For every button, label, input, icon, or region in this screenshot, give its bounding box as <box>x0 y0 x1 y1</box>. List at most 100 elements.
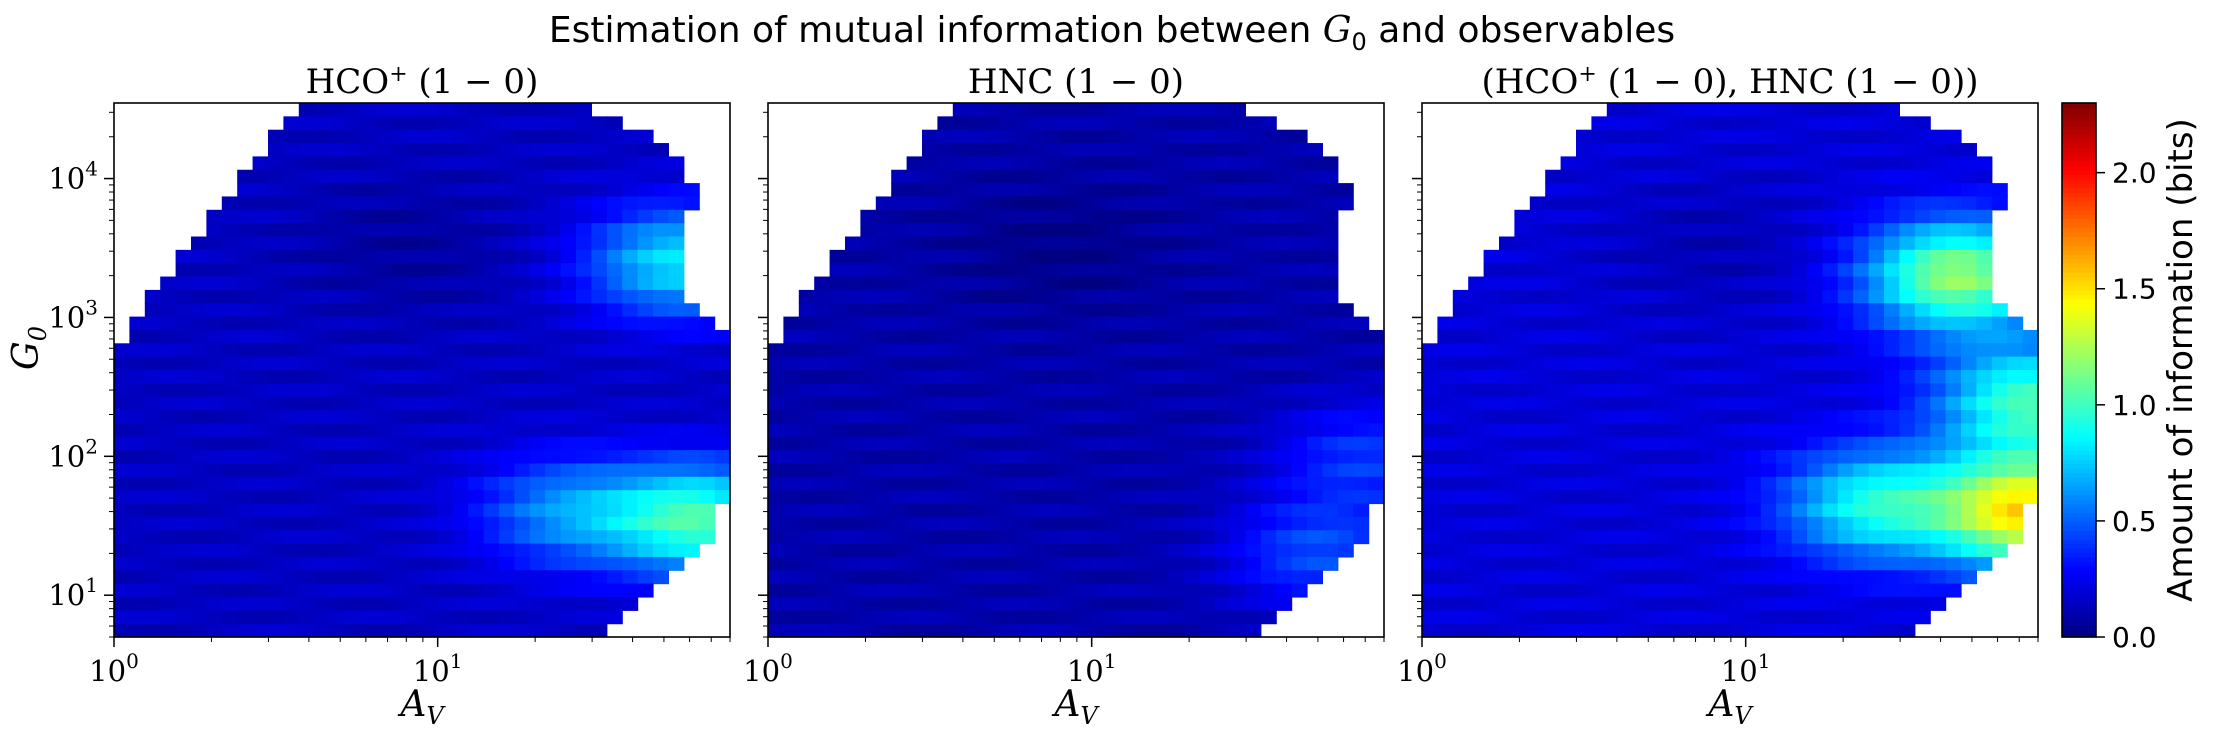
heatmap-cell <box>1545 356 1562 371</box>
heatmap-cell <box>237 410 254 424</box>
heatmap-cell <box>560 476 577 491</box>
heatmap-cell <box>1699 316 1716 331</box>
heatmap-cell <box>221 556 238 571</box>
heatmap-cell <box>1837 596 1854 611</box>
heatmap-cell <box>1914 530 1931 545</box>
heatmap-cell <box>1076 343 1092 358</box>
heatmap-cell <box>1576 596 1592 611</box>
heatmap-cell <box>1745 129 1762 144</box>
heatmap-cell <box>1230 503 1246 518</box>
heatmap-cell <box>283 370 300 384</box>
heatmap-cell <box>814 610 831 625</box>
heatmap-cell <box>283 570 300 585</box>
heatmap-cell <box>452 316 469 331</box>
heatmap-cell <box>314 209 331 224</box>
heatmap-cell <box>545 383 562 398</box>
heatmap-cell <box>983 516 1000 531</box>
heatmap-cell <box>1699 370 1716 384</box>
heatmap-cell <box>206 263 223 278</box>
heatmap-cell <box>1760 129 1777 144</box>
heatmap-cell <box>2007 370 2024 384</box>
heatmap-cell <box>391 570 408 585</box>
heatmap-cell <box>114 370 130 384</box>
heatmap-cell <box>191 276 207 291</box>
heatmap-cell <box>1991 463 2008 478</box>
heatmap-cell <box>1683 116 1700 131</box>
heatmap-cell <box>1807 623 1823 638</box>
heatmap-cell <box>391 236 408 251</box>
heatmap-cell <box>591 236 608 251</box>
heatmap-cell <box>1014 183 1031 198</box>
heatmap-cell <box>798 396 815 411</box>
heatmap-cell <box>1622 383 1639 398</box>
colorbar-segment <box>2062 423 2096 429</box>
heatmap-cell <box>1230 156 1246 171</box>
heatmap-cell <box>452 156 469 171</box>
heatmap-cell <box>1276 543 1293 558</box>
heatmap-cell <box>329 396 346 411</box>
colorbar-segment <box>2062 236 2096 242</box>
heatmap-cell <box>875 530 892 545</box>
heatmap-cell <box>514 356 531 371</box>
heatmap-cell <box>829 610 846 625</box>
heatmap-cell <box>1622 543 1639 558</box>
heatmap-cell <box>1291 143 1308 157</box>
heatmap-cell <box>1076 236 1092 251</box>
heatmap-cell <box>360 450 377 465</box>
heatmap-cell <box>768 583 784 598</box>
heatmap-cell <box>922 356 938 371</box>
heatmap-cell <box>1483 476 1500 491</box>
heatmap-cell <box>606 450 623 465</box>
heatmap-cell <box>1106 223 1123 238</box>
heatmap-cell <box>1437 543 1454 558</box>
heatmap-cell <box>1791 383 1808 398</box>
heatmap-cell <box>1137 476 1154 491</box>
heatmap-cell <box>1791 410 1808 424</box>
heatmap-cell <box>1853 329 1870 344</box>
heatmap-cell <box>1137 183 1154 198</box>
heatmap-cell <box>1606 596 1623 611</box>
heatmap-cell <box>1606 249 1623 264</box>
heatmap-cell <box>1853 289 1870 304</box>
heatmap-cell <box>375 316 392 331</box>
heatmap-cell <box>1714 623 1731 638</box>
heatmap-cell <box>576 356 592 371</box>
heatmap-cell <box>1668 623 1685 638</box>
heatmap-cell <box>699 423 716 438</box>
heatmap-cell <box>983 356 1000 371</box>
heatmap-cell <box>1060 596 1077 611</box>
heatmap-cell <box>1714 556 1731 571</box>
heatmap-cell <box>144 556 161 571</box>
heatmap-cell <box>1199 116 1216 131</box>
heatmap-cell <box>1622 143 1639 157</box>
heatmap-cell <box>1930 129 1947 144</box>
heatmap-cell <box>1060 396 1077 411</box>
heatmap-cell <box>144 289 161 304</box>
heatmap-cell <box>576 263 592 278</box>
heatmap-cell <box>1230 116 1246 131</box>
heatmap-cell <box>252 383 269 398</box>
heatmap-cell <box>1260 530 1277 545</box>
heatmap-cell <box>391 183 408 198</box>
heatmap-cell <box>252 289 269 304</box>
heatmap-cell <box>653 209 669 224</box>
heatmap-cell <box>1745 329 1762 344</box>
heatmap-cell <box>1822 583 1839 598</box>
heatmap-cell <box>1499 516 1515 531</box>
heatmap-cell <box>2007 329 2024 344</box>
heatmap-cell <box>606 516 623 531</box>
heatmap-cell <box>144 436 161 451</box>
heatmap-cell <box>1291 356 1308 371</box>
heatmap-cell <box>1668 583 1685 598</box>
heatmap-cell <box>1961 209 1977 224</box>
heatmap-cell <box>1776 209 1793 224</box>
heatmap-cell <box>1153 423 1169 438</box>
heatmap-cell <box>591 183 608 198</box>
heatmap-cell <box>1822 410 1839 424</box>
heatmap-cell <box>1914 249 1931 264</box>
heatmap-cell <box>375 303 392 318</box>
heatmap-cell <box>1945 490 1962 505</box>
heatmap-cell <box>1122 263 1139 278</box>
heatmap-cell <box>606 530 623 545</box>
heatmap-cell <box>345 503 361 518</box>
